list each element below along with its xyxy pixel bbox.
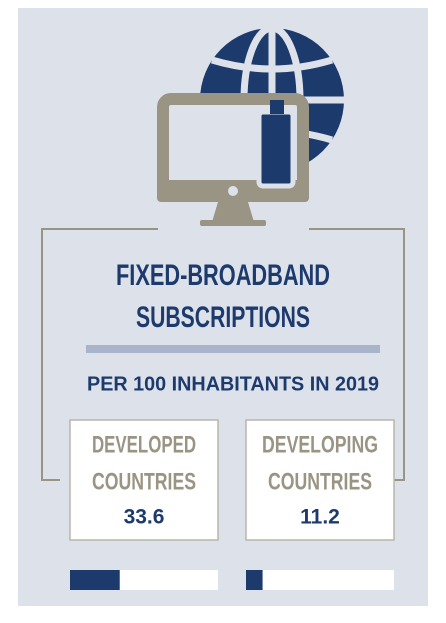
value-label: 33.6: [124, 506, 165, 529]
subtitle: PER 100 INHABITANTS IN 2019: [87, 373, 379, 395]
category-label: DEVELOPED: [92, 431, 196, 458]
bar-track: [246, 570, 394, 590]
category-box: [245, 419, 395, 541]
category-box: [69, 419, 219, 541]
separator: [86, 345, 380, 353]
category-label: COUNTRIES: [268, 468, 372, 495]
monitor-icon: [157, 93, 309, 226]
bracket: [41, 228, 405, 481]
title-line: SUBSCRIPTIONS: [136, 301, 310, 334]
title-line: FIXED-BROADBAND: [116, 259, 330, 292]
category-label: COUNTRIES: [92, 468, 196, 495]
bar: [246, 570, 263, 590]
bar: [70, 570, 120, 590]
value-label: 11.2: [300, 506, 340, 529]
category-label: DEVELOPING: [262, 431, 378, 458]
